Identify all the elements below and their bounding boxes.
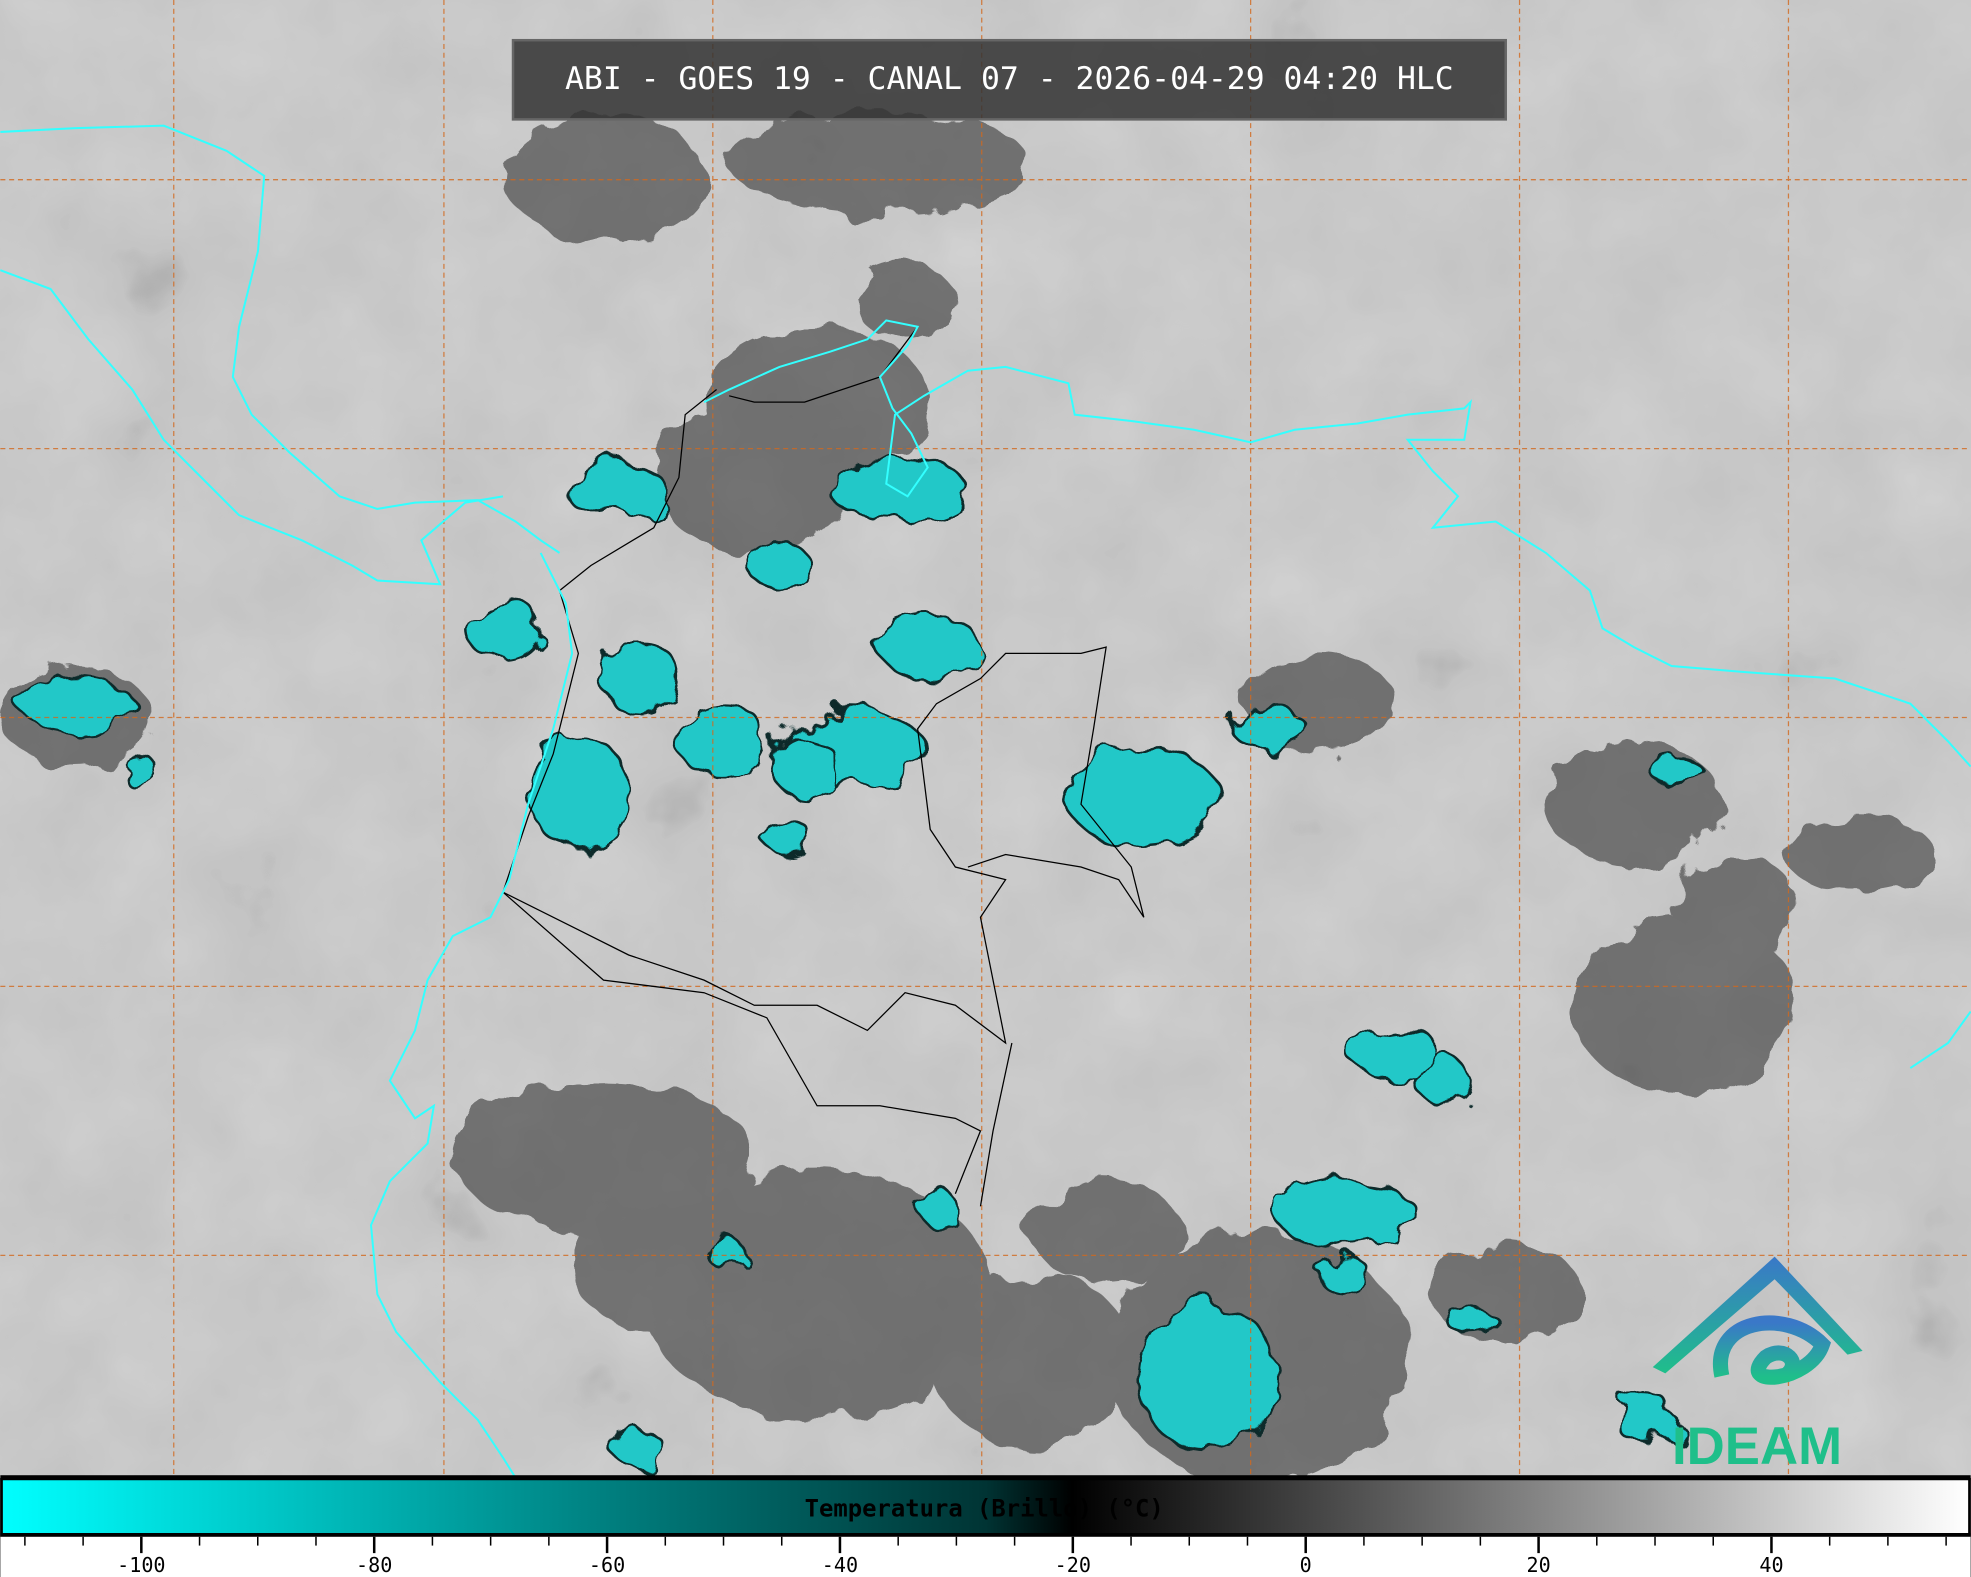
- tick-label: -80: [356, 1553, 392, 1577]
- tick-label: 20: [1526, 1553, 1550, 1577]
- cold-cloud-top: [526, 733, 630, 850]
- cold-cloud-top: [746, 541, 813, 590]
- cloud-texture: [0, 0, 1971, 1478]
- cold-cloud-top: [1651, 756, 1705, 790]
- brazil-border: [979, 1042, 1013, 1207]
- cold-cloud-top: [677, 702, 769, 781]
- brazil-coast: [1909, 1010, 1971, 1069]
- colorbar-ticks: -100 -80 -60 -40 -20 0 20 40: [24, 1536, 1947, 1577]
- cold-cloud-top: [771, 733, 838, 800]
- tick-label: -20: [1055, 1553, 1091, 1577]
- tick-label: -60: [589, 1553, 625, 1577]
- central-america-pacific-coast: [0, 269, 504, 586]
- cold-cloud-top: [1413, 1056, 1472, 1105]
- coastlines: [0, 124, 1971, 1479]
- central-america-caribbean-coast: [0, 124, 561, 554]
- ecuador-peru-border: [502, 891, 982, 1194]
- dark-cloud: [1030, 1181, 1182, 1282]
- dark-cloud: [854, 263, 956, 340]
- cold-cloud-top: [1444, 1305, 1497, 1334]
- lat-lon-grid: [0, 0, 1971, 1478]
- dark-cloud: [565, 1181, 767, 1332]
- colombia-border: [502, 389, 1145, 1045]
- cold-cloud-top: [1067, 746, 1221, 850]
- cold-cloud-top: [564, 461, 668, 519]
- dark-cloud: [653, 402, 855, 553]
- dark-cloud: [1545, 741, 1722, 868]
- cold-cloud-top: [1274, 1176, 1416, 1250]
- caribbean-coast: [703, 319, 1971, 768]
- cold-cloud-top: [1318, 1255, 1372, 1296]
- cold-cloud-top: [709, 1240, 750, 1273]
- title-box: ABI - GOES 19 - CANAL 07 - 2026-04-29 04…: [511, 38, 1507, 121]
- cold-cloud-top: [1136, 1299, 1278, 1453]
- dark-cloud: [1784, 816, 1936, 893]
- image-title: ABI - GOES 19 - CANAL 07 - 2026-04-29 04…: [565, 61, 1454, 97]
- logo-spiral-icon: [1712, 1315, 1832, 1385]
- cold-cloud-layer: [17, 457, 1705, 1466]
- tick-label: -100: [117, 1553, 165, 1577]
- cold-cloud-top: [916, 1186, 957, 1227]
- cold-cloud-top: [602, 639, 681, 718]
- cold-cloud-top: [464, 595, 542, 661]
- cold-cloud-top: [1230, 708, 1309, 749]
- venezuela-border: [729, 326, 919, 403]
- cold-cloud-top: [1613, 1396, 1680, 1444]
- cold-cloud-top: [17, 674, 134, 733]
- dark-cloud: [930, 1269, 1132, 1446]
- logo-text: IDEAM: [1672, 1417, 1842, 1476]
- dark-cloud: [729, 113, 1031, 214]
- cold-cloud-top: [878, 614, 982, 680]
- ideam-logo: IDEAM: [1652, 1256, 1863, 1476]
- tick-label: 0: [1300, 1553, 1312, 1577]
- cold-cloud-top: [120, 756, 162, 790]
- logo-roof-icon: [1652, 1256, 1863, 1374]
- colorbar-label: Temperatura (Brillo) (°C): [805, 1495, 1164, 1523]
- cold-cloud-top: [759, 819, 813, 852]
- cold-cloud-top: [1349, 1024, 1441, 1082]
- tick-label: -40: [822, 1553, 858, 1577]
- dark-cloud: [502, 113, 705, 239]
- cold-cloud-top: [608, 1424, 662, 1466]
- dark-cloud: [1571, 917, 1798, 1094]
- south-america-pacific-coast: [370, 552, 574, 1479]
- dark-cloud: [1671, 854, 1798, 955]
- tick-label: 40: [1759, 1553, 1783, 1577]
- country-borders: [502, 326, 1145, 1207]
